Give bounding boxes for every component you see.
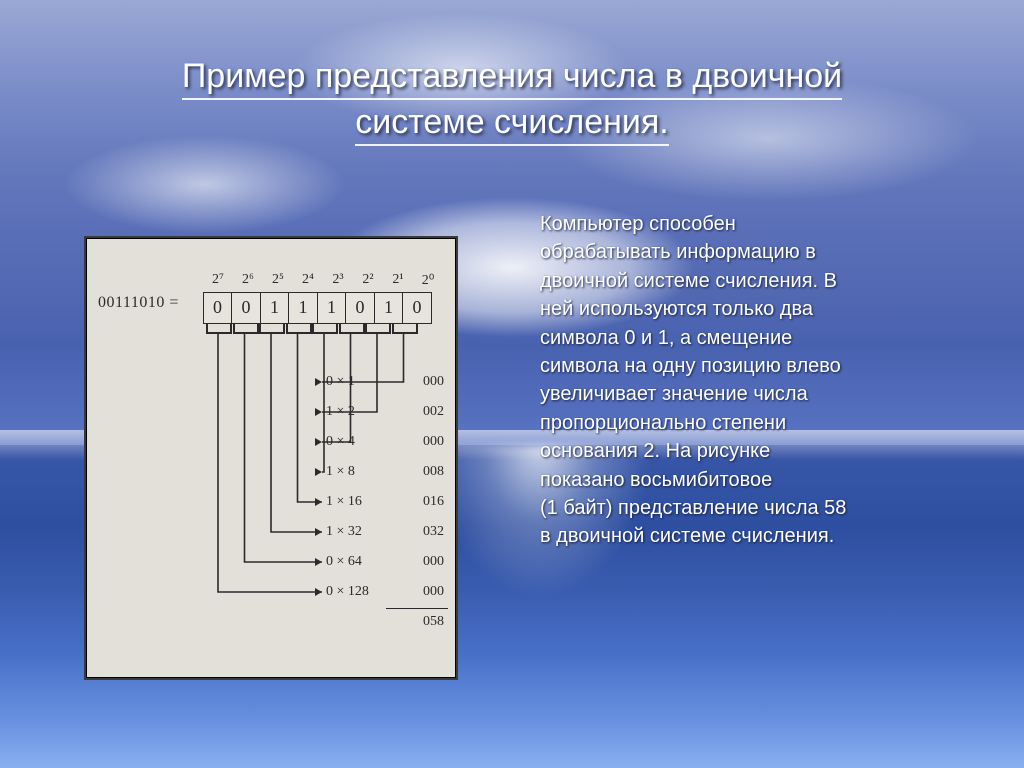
- calc-row: 1 × 16016: [326, 494, 362, 510]
- bit-bracket: [312, 324, 338, 334]
- bit-bracket: [286, 324, 312, 334]
- calc-mult: 0 × 4: [326, 434, 355, 449]
- calc-mult: 1 × 32: [326, 524, 362, 539]
- power-label: 2³: [326, 272, 350, 289]
- calc-result: 032: [404, 524, 444, 540]
- calc-row: 0 × 1000: [326, 374, 355, 390]
- bit-bracket: [259, 324, 285, 334]
- calc-result: 016: [404, 494, 444, 510]
- bit-bracket: [233, 324, 259, 334]
- calc-row: 0 × 4000: [326, 434, 355, 450]
- calc-mult: 0 × 64: [326, 554, 362, 569]
- calc-mult: 0 × 128: [326, 584, 369, 599]
- calc-mult: 1 × 2: [326, 404, 355, 419]
- sum-value: 058: [404, 614, 444, 630]
- sum-rule: [386, 608, 448, 609]
- bit-bracket: [339, 324, 365, 334]
- calc-result: 000: [404, 374, 444, 390]
- power-label: 2¹: [386, 272, 410, 289]
- diagram-inner: 2⁷2⁶2⁵2⁴2³2²2¹2⁰ 00111010 = 00111010 0 ×…: [86, 238, 456, 678]
- power-row: 2⁷ 2⁶ 2⁵ 2⁴ 2³ 2² 2¹ 2⁰: [206, 272, 440, 289]
- calc-mult: 0 × 1: [326, 374, 355, 389]
- calc-row: 1 × 32032: [326, 524, 362, 540]
- bit-row: 00111010: [204, 292, 432, 324]
- calc-row: 0 × 128000: [326, 584, 369, 600]
- calc-result: 002: [404, 404, 444, 420]
- power-label: 2⁰: [416, 272, 440, 289]
- bit-cell: 1: [374, 292, 404, 324]
- slide: Пример представления числа в двоичной си…: [0, 0, 1024, 768]
- calc-result: 000: [404, 554, 444, 570]
- bit-bracket: [392, 324, 418, 334]
- calc-mult: 1 × 8: [326, 464, 355, 479]
- bit-cell: 1: [260, 292, 290, 324]
- binary-diagram: 2⁷2⁶2⁵2⁴2³2²2¹2⁰ 00111010 = 00111010 0 ×…: [84, 236, 458, 680]
- binary-lhs: 00111010 =: [98, 294, 179, 312]
- calc-result: 000: [404, 584, 444, 600]
- calc-row: 0 × 64000: [326, 554, 362, 570]
- wire-area: 0 × 10001 × 20020 × 40001 × 80081 × 1601…: [86, 334, 456, 678]
- calc-mult: 1 × 16: [326, 494, 362, 509]
- calc-result: 000: [404, 434, 444, 450]
- power-label: 2²: [356, 272, 380, 289]
- bit-cell: 1: [288, 292, 318, 324]
- title-line-2: системе счисления.: [355, 103, 669, 146]
- power-label: 2⁴: [296, 272, 320, 289]
- bit-cell: 0: [203, 292, 233, 324]
- calc-row: 1 × 2002: [326, 404, 355, 420]
- bit-cell: 1: [317, 292, 347, 324]
- bit-bracket: [365, 324, 391, 334]
- power-label: 2⁷: [206, 272, 230, 289]
- bit-bracket: [206, 324, 232, 334]
- slide-title: Пример представления числа в двоичной си…: [0, 54, 1024, 146]
- power-label: 2⁶: [236, 272, 260, 289]
- bit-under-brackets: [204, 324, 428, 334]
- bit-cell: 0: [345, 292, 375, 324]
- paragraph-text: Компьютер способен обрабатывать информац…: [540, 210, 984, 551]
- power-label: 2⁵: [266, 272, 290, 289]
- calc-row: 1 × 8008: [326, 464, 355, 480]
- body-paragraph: Компьютер способен обрабатывать информац…: [540, 210, 984, 551]
- calc-result: 008: [404, 464, 444, 480]
- title-line-1: Пример представления числа в двоичной: [182, 57, 842, 100]
- bit-cell: 0: [402, 292, 432, 324]
- bit-cell: 0: [231, 292, 261, 324]
